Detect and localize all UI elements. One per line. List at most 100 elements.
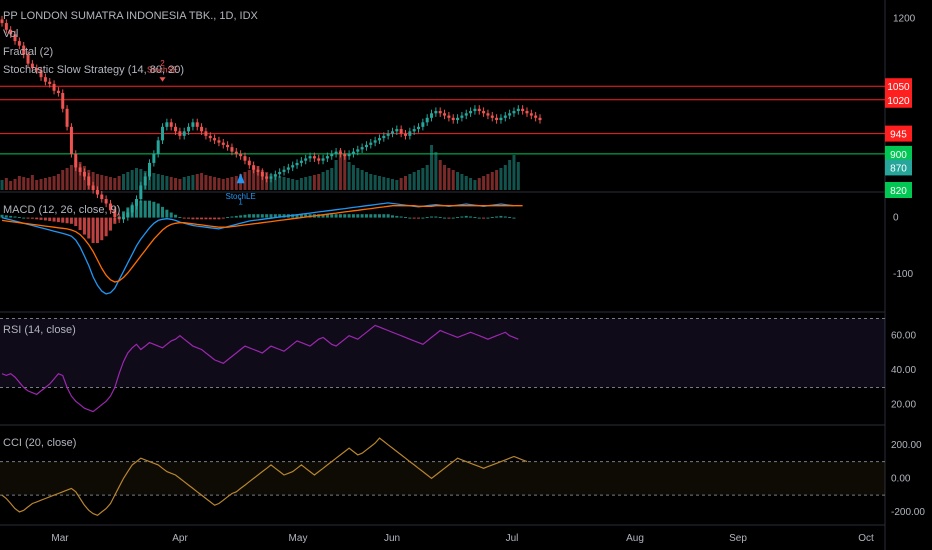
macd-histogram-bar [139, 200, 143, 218]
macd-histogram-bar [87, 217, 91, 239]
volume-bar [338, 150, 342, 190]
volume-bar [438, 160, 442, 190]
volume-bar [295, 180, 299, 190]
macd-histogram-bar [338, 214, 342, 218]
macd-pane[interactable] [0, 200, 523, 295]
macd-histogram-bar [221, 217, 225, 219]
cci-line [1, 437, 528, 516]
candle-body [421, 122, 425, 127]
candle-body [82, 171, 86, 177]
volume-bar [217, 178, 221, 190]
macd-histogram-bar [247, 214, 251, 218]
fractal-label[interactable]: Fractal (2) [3, 46, 54, 58]
macd-label[interactable]: MACD (12, 26, close, 9) [3, 204, 121, 216]
candle-body [139, 185, 143, 200]
price-level-badge [885, 159, 912, 176]
volume-bar [286, 178, 290, 190]
candle-body [312, 156, 316, 159]
rsi-label[interactable]: RSI (14, close) [3, 324, 76, 336]
rsi-axis-tick: 40.00 [891, 365, 916, 376]
candle-body [13, 34, 17, 42]
candle-body [169, 122, 173, 127]
volume-bar [390, 179, 394, 190]
macd-histogram-bar [334, 214, 338, 218]
price-level-badge [885, 91, 912, 108]
strategy-label[interactable]: Stochastic Slow Strategy (14, 80, 20) [3, 64, 184, 76]
macd-histogram-bar [43, 217, 47, 221]
volume-bar [204, 175, 208, 190]
volume-bar [121, 174, 125, 190]
candle-body [100, 194, 104, 200]
volume-bar [473, 180, 477, 190]
macd-histogram-bar [256, 214, 260, 218]
macd-histogram-bar [148, 200, 152, 218]
macd-histogram-bar [252, 214, 256, 218]
volume-bar [464, 176, 468, 190]
cci-pane[interactable] [0, 437, 885, 516]
rsi-pane[interactable] [0, 317, 885, 413]
volume-bar [377, 176, 381, 190]
macd-histogram-bar [30, 217, 34, 219]
symbol-title[interactable]: PP LONDON SUMATRA INDONESIA TBK., 1D, ID… [3, 10, 258, 22]
candle-body [195, 122, 199, 127]
time-axis[interactable]: Mar Apr May Jun Jul Aug Sep Oct [51, 533, 874, 544]
candle-body [178, 131, 182, 136]
candle-body [330, 153, 334, 157]
volume-bar [213, 177, 217, 190]
candle-body [395, 129, 399, 132]
macd-histogram-bar [100, 217, 104, 241]
candle-body [304, 158, 308, 161]
price-level-badge [885, 182, 912, 198]
macd-histogram-bar [325, 214, 329, 218]
macd-histogram-bar [121, 211, 125, 218]
volume-bar [330, 168, 334, 190]
volume-bar [252, 168, 256, 190]
price-level-badge-text: 870 [890, 163, 907, 174]
macd-histogram-bar [430, 216, 434, 218]
candle-body [204, 131, 208, 136]
candle-body [321, 158, 325, 161]
volume-bar [278, 176, 282, 190]
candle-body [226, 144, 230, 148]
cci-axis-tick: 0.00 [891, 473, 911, 484]
price-axis-tick: 1200 [893, 14, 916, 25]
macd-histogram-bar [395, 215, 399, 218]
macd-histogram-bar [208, 217, 212, 220]
candle-body [464, 113, 468, 116]
vol-label[interactable]: Vol [3, 28, 19, 40]
volume-bar [221, 179, 225, 190]
volume-bar [516, 162, 520, 190]
volume-bar [230, 177, 234, 190]
volume-bar [17, 176, 21, 190]
candle-body [35, 68, 39, 71]
volume-bar [451, 170, 455, 190]
candle-body [386, 133, 390, 136]
candle-body [0, 19, 4, 24]
volume-bar [412, 172, 416, 190]
macd-histogram-bar [265, 214, 269, 218]
volume-bar [195, 174, 199, 190]
candle-body [117, 217, 121, 220]
candle-body [430, 113, 434, 118]
cci-label[interactable]: CCI (20, close) [3, 437, 77, 449]
volume-bar [43, 178, 47, 190]
candle-body [373, 140, 377, 143]
candle-body [469, 111, 473, 114]
volume-bar [22, 177, 26, 190]
volume-bar [382, 177, 386, 190]
volume-bar [317, 174, 321, 190]
time-axis-tick: Jul [506, 533, 519, 544]
volume-bar [187, 176, 191, 190]
stoch-se-count: 2 [160, 59, 165, 68]
price-axis[interactable]: 1200 1050 1020 945 900 870 820 0 -100 60.00 40.00 2… [885, 14, 925, 518]
candle-body [113, 210, 117, 218]
macd-axis-tick: -100 [893, 269, 913, 280]
volume-bar [369, 174, 373, 190]
volume-bar [456, 172, 460, 190]
macd-histogram-bar [260, 214, 264, 218]
macd-histogram-bar [182, 217, 186, 219]
volume-bar [139, 169, 143, 190]
